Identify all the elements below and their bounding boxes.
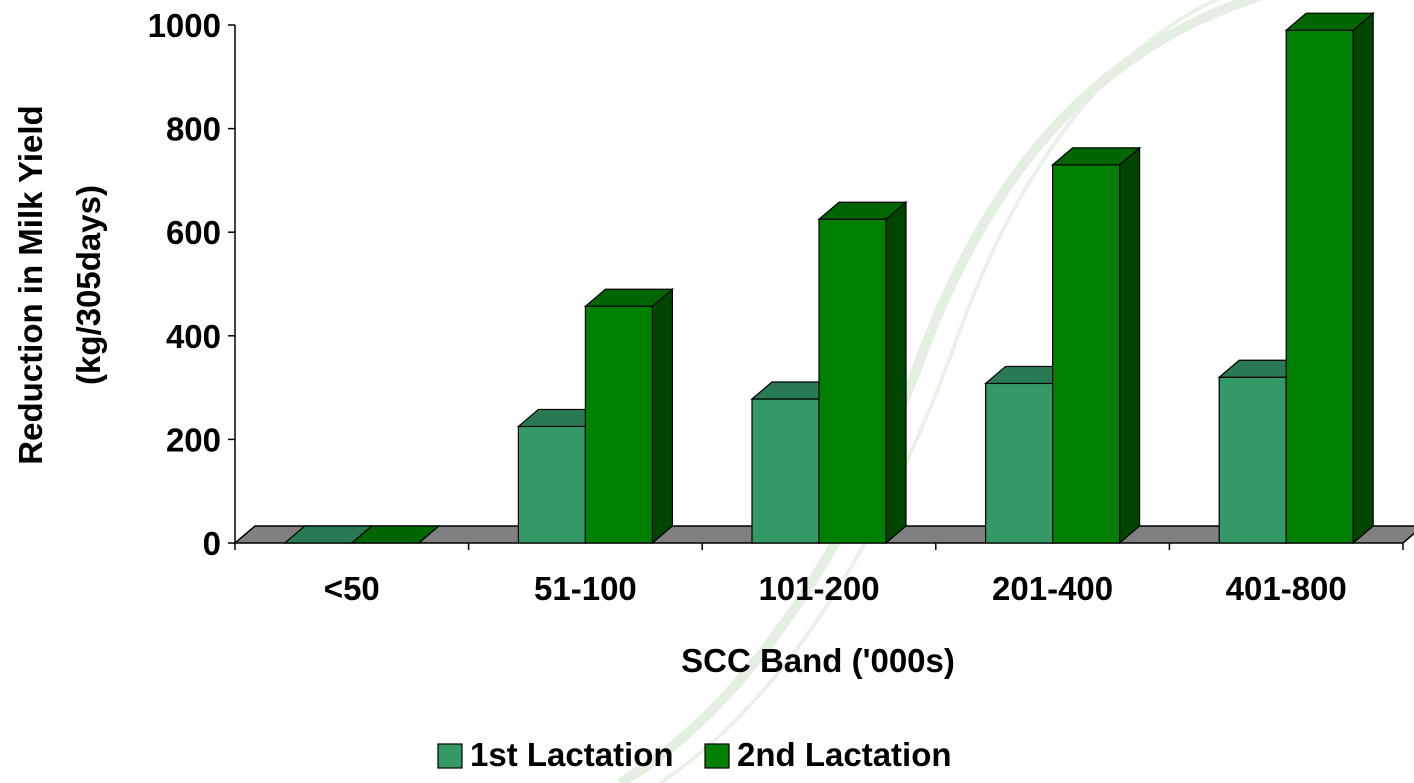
y-tick-label: 200 (166, 421, 221, 458)
bar-side-face (885, 200, 907, 545)
legend: 1st Lactation 2nd Lactation (437, 736, 952, 773)
bar-top-face (350, 525, 441, 544)
legend-item: 2nd Lactation (704, 736, 952, 773)
bar-front-face (1218, 376, 1287, 544)
x-axis-labels: <50 51-100 101-200 201-400 401-800 (324, 570, 1347, 607)
y-tick-label: 400 (166, 318, 221, 355)
y-tick-label: 1000 (148, 7, 221, 44)
legend-swatch (704, 743, 730, 769)
legend-swatch (437, 743, 463, 769)
bar-front-face (984, 382, 1054, 544)
bar-side-face (651, 287, 674, 545)
legend-label: 2nd Lactation (737, 736, 952, 773)
bar (817, 200, 908, 545)
y-tick-label: 800 (166, 111, 221, 148)
bar-front-face (517, 425, 587, 544)
bar-top-face (817, 201, 908, 220)
y-axis-title-line1: Reduction in Milk Yield (12, 105, 49, 464)
y-axis-title-line2: (kg/305days) (70, 185, 107, 385)
y-tick-label: 0 (203, 525, 221, 562)
legend-label: 1st Lactation (470, 736, 674, 773)
x-tick-label: 51-100 (534, 570, 637, 607)
x-tick-label: <50 (324, 570, 380, 607)
bar-top-face (1050, 147, 1142, 166)
bar (583, 287, 675, 545)
background-swoosh (617, 0, 1265, 783)
bar-front-face (1285, 29, 1354, 544)
x-tick-label: 101-200 (758, 570, 879, 607)
bars (283, 11, 1375, 545)
bar-front-face (751, 398, 820, 544)
bar-top-face (1284, 12, 1375, 31)
bar-front-face (818, 218, 887, 544)
bar-front-face (584, 305, 654, 544)
y-axis-title: Reduction in Milk Yield (kg/305days) (12, 105, 107, 464)
x-tick-label: 201-400 (992, 570, 1113, 607)
bar-side-face (1118, 146, 1141, 545)
x-tick-label: 401-800 (1226, 570, 1347, 607)
legend-item: 1st Lactation (437, 736, 674, 773)
bar (350, 525, 441, 544)
bar-side-face (1352, 11, 1374, 545)
x-axis-title: SCC Band ('000s) (681, 642, 955, 679)
bar (1284, 11, 1375, 545)
y-axis: 0 200 400 600 800 1000 (148, 7, 1404, 562)
bar-front-face (1051, 164, 1121, 544)
bar-top-face (583, 288, 675, 307)
bar (1050, 146, 1142, 545)
y-tick-label: 600 (166, 214, 221, 251)
